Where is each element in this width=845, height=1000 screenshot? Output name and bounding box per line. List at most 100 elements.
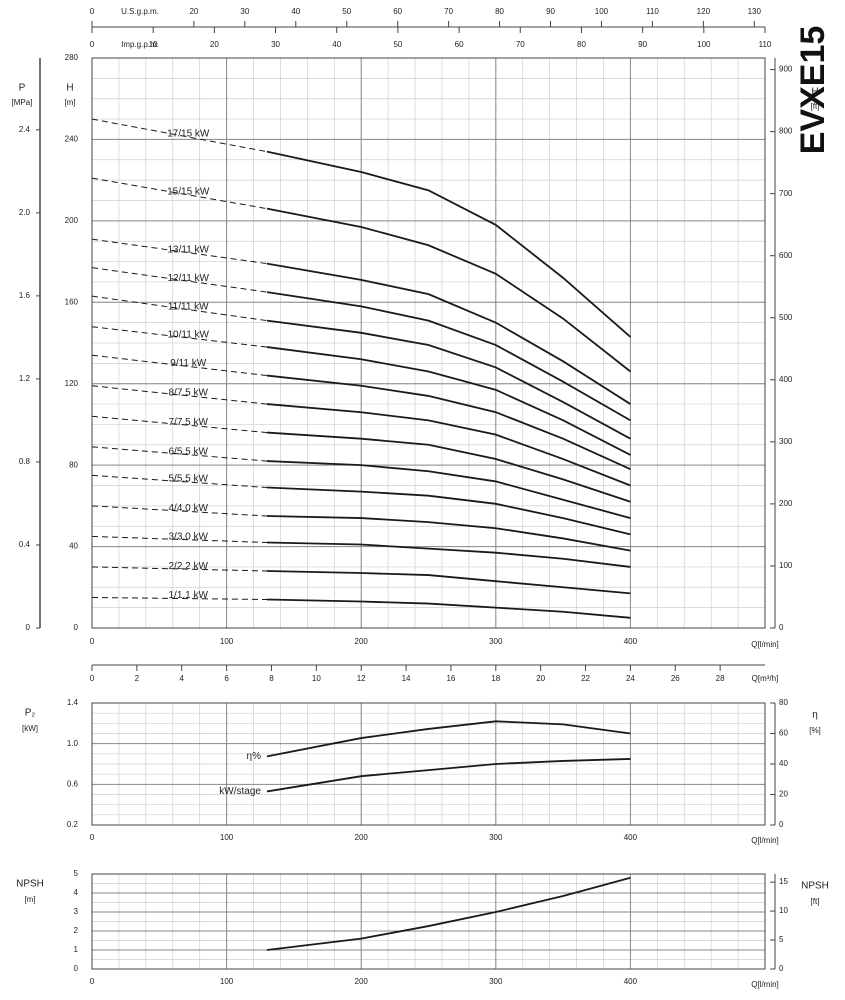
curve [266, 374, 631, 471]
x-tick-label: 0 [90, 637, 95, 646]
y2-axis-label: H [811, 87, 818, 98]
x-tick-label: 100 [220, 977, 234, 986]
y3-tick-label: 2.0 [19, 208, 31, 217]
y-axis-unit: [kW] [22, 724, 38, 733]
top-tick-label: 130 [748, 7, 762, 16]
x-axis-label: Q[l/min] [751, 836, 779, 845]
y2-tick-label: 0 [779, 623, 784, 632]
series-label: 10/11 kW [167, 330, 209, 341]
series-label: 8/7.5 kW [169, 387, 209, 398]
bottom-tick-label: 10 [312, 674, 321, 683]
curve [266, 598, 631, 619]
y-tick-label: 0.6 [67, 779, 79, 788]
series-label: 13/11 kW [167, 244, 209, 255]
curve [266, 150, 631, 338]
y2-tick-label: 200 [779, 499, 793, 508]
top-tick-label: 80 [577, 40, 586, 49]
top-tick-label: 20 [210, 40, 219, 49]
curve [266, 570, 631, 595]
y2-tick-label: 15 [779, 877, 788, 886]
y2-tick-label: 800 [779, 127, 793, 136]
x-tick-label: 400 [624, 833, 638, 842]
y2-axis-unit: [ft] [811, 897, 820, 906]
series-label: kW/stage [219, 786, 261, 797]
y-tick-label: 2 [74, 926, 79, 935]
y2-axis-unit: [ft] [811, 102, 820, 111]
plot-frame [91, 873, 766, 970]
bottom-tick-label: 16 [446, 674, 455, 683]
top-tick-label: 70 [516, 40, 525, 49]
series-label: 9/11 kW [170, 358, 206, 369]
top-tick-label: 0 [90, 40, 95, 49]
bottom-tick-label: 4 [180, 674, 185, 683]
y-tick-label: 0.2 [67, 820, 79, 829]
chart-title: EVXE15 [794, 26, 832, 155]
y2-axis-label: NPSH [801, 881, 829, 892]
y2-tick-label: 300 [779, 437, 793, 446]
bottom-tick-label: 28 [716, 674, 725, 683]
bottom-tick-label: 2 [135, 674, 140, 683]
x-tick-label: 100 [220, 637, 234, 646]
curve [266, 758, 631, 793]
top-tick-label: 100 [595, 7, 609, 16]
bottom-tick-label: 22 [581, 674, 590, 683]
top-axis-label: U.S.g.p.m. [121, 7, 159, 16]
dashed-curve [91, 535, 267, 543]
y-tick-label: 4 [74, 888, 79, 897]
curve [266, 541, 631, 568]
y2-tick-label: 80 [779, 698, 788, 707]
y3-tick-label: 1.6 [19, 291, 31, 300]
x-tick-label: 400 [624, 977, 638, 986]
y-tick-label: 40 [69, 542, 78, 551]
x-tick-label: 300 [489, 833, 503, 842]
y2-tick-label: 100 [779, 561, 793, 570]
bottom-tick-label: 20 [536, 674, 545, 683]
y-axis-label: P₂ [25, 708, 36, 719]
x-tick-label: 0 [90, 833, 95, 842]
top-tick-label: 50 [342, 7, 351, 16]
y2-tick-label: 0 [779, 820, 784, 829]
bottom-axis-label: Q[m³/h] [752, 674, 779, 683]
x-tick-label: 0 [90, 977, 95, 986]
top-tick-label: 80 [495, 7, 504, 16]
dashed-curve [91, 566, 267, 572]
bottom-tick-label: 8 [269, 674, 274, 683]
y-axis-label: NPSH [16, 879, 44, 890]
top-axis-label: Imp.g.p.m. [121, 40, 159, 49]
y3-axis-unit: [MPa] [12, 98, 33, 107]
x-tick-label: 300 [489, 977, 503, 986]
top-tick-label: 0 [90, 7, 95, 16]
y-axis-unit: [m] [24, 895, 35, 904]
x-tick-label: 100 [220, 833, 234, 842]
y-tick-label: 3 [74, 907, 79, 916]
series-label: 17/15 kW [167, 129, 210, 140]
y-axis-label: H [66, 83, 73, 94]
curve [266, 291, 631, 422]
top-tick-label: 60 [393, 7, 402, 16]
x-tick-label: 300 [489, 637, 503, 646]
top-tick-label: 90 [546, 7, 555, 16]
plot-frame [91, 57, 766, 629]
curve [266, 346, 631, 456]
y2-tick-label: 0 [779, 964, 784, 973]
curve [266, 515, 631, 552]
y-tick-label: 1.0 [67, 739, 79, 748]
top-tick-label: 110 [646, 7, 659, 16]
y2-tick-label: 400 [779, 375, 793, 384]
top-tick-label: 40 [332, 40, 341, 49]
y-tick-label: 0 [74, 623, 79, 632]
bottom-tick-label: 18 [491, 674, 500, 683]
bottom-tick-label: 12 [357, 674, 366, 683]
plot-frame [91, 702, 766, 826]
y2-tick-label: 600 [779, 251, 793, 260]
bottom-tick-label: 14 [402, 674, 411, 683]
y2-tick-label: 700 [779, 189, 793, 198]
top-tick-label: 110 [759, 40, 772, 49]
series-label: 6/5.5 kW [169, 446, 209, 457]
y2-tick-label: 5 [779, 935, 784, 944]
y-tick-label: 0 [74, 964, 79, 973]
x-tick-label: 200 [355, 637, 369, 646]
top-tick-label: 40 [291, 7, 300, 16]
y-tick-label: 120 [65, 379, 79, 388]
curve [266, 319, 631, 440]
